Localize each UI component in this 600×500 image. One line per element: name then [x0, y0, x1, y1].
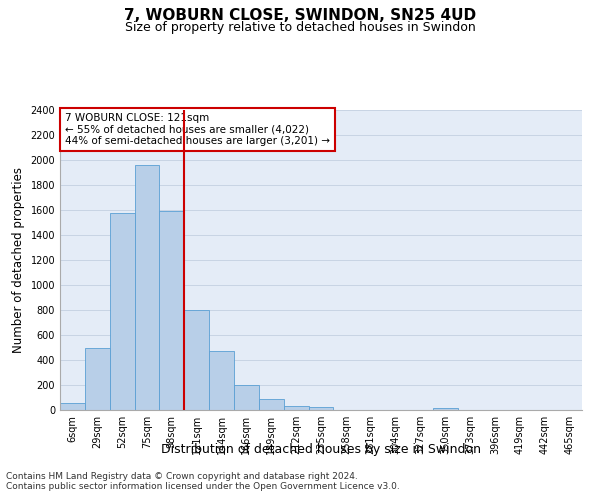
Bar: [184, 310, 209, 410]
Bar: [85, 348, 110, 410]
Y-axis label: Number of detached properties: Number of detached properties: [12, 167, 25, 353]
Text: 7 WOBURN CLOSE: 121sqm
← 55% of detached houses are smaller (4,022)
44% of semi-: 7 WOBURN CLOSE: 121sqm ← 55% of detached…: [65, 113, 330, 146]
Bar: [160, 211, 184, 410]
Bar: [110, 212, 134, 410]
Text: Contains HM Land Registry data © Crown copyright and database right 2024.: Contains HM Land Registry data © Crown c…: [6, 472, 358, 481]
Text: Contains public sector information licensed under the Open Government Licence v3: Contains public sector information licen…: [6, 482, 400, 491]
Bar: [134, 165, 160, 410]
Bar: [433, 408, 458, 410]
Text: Distribution of detached houses by size in Swindon: Distribution of detached houses by size …: [161, 442, 481, 456]
Bar: [209, 350, 234, 410]
Text: 7, WOBURN CLOSE, SWINDON, SN25 4UD: 7, WOBURN CLOSE, SWINDON, SN25 4UD: [124, 8, 476, 22]
Bar: [259, 399, 284, 410]
Bar: [284, 406, 308, 410]
Bar: [308, 406, 334, 410]
Bar: [60, 402, 85, 410]
Bar: [234, 385, 259, 410]
Text: Size of property relative to detached houses in Swindon: Size of property relative to detached ho…: [125, 22, 475, 35]
